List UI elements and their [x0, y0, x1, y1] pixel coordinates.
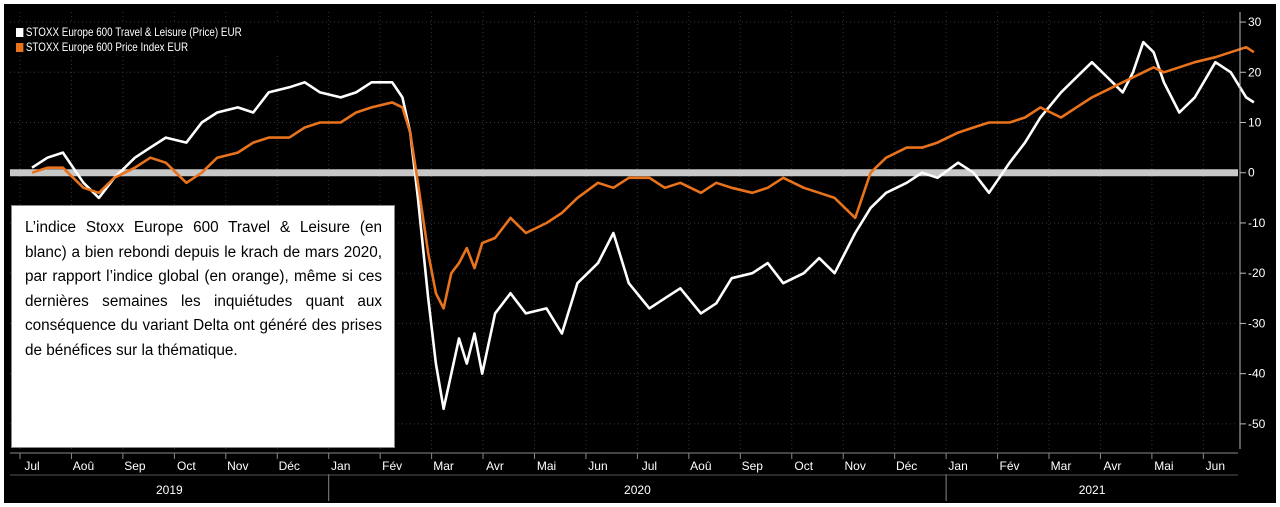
legend-label: STOXX Europe 600 Price Index EUR — [25, 40, 189, 54]
legend-swatch-orange — [16, 43, 24, 52]
y-tick-label: -40 — [1248, 367, 1266, 381]
year-label: 2020 — [624, 483, 651, 497]
y-tick-label: 20 — [1248, 65, 1262, 79]
x-tick-label: Sep — [124, 459, 146, 473]
x-tick-label: Jan — [331, 459, 350, 473]
x-tick-label: Fév — [1000, 459, 1020, 473]
y-tick-label: -20 — [1248, 266, 1266, 280]
y-tick-label: 10 — [1248, 116, 1262, 130]
x-tick-label: Mai — [1154, 459, 1173, 473]
legend-label: STOXX Europe 600 Travel & Leisure (Price… — [25, 25, 242, 39]
x-tick-label: Mai — [537, 459, 556, 473]
y-tick-label: -50 — [1248, 417, 1266, 431]
x-tick-label: Avr — [1104, 459, 1122, 473]
x-tick-label: Déc — [279, 459, 300, 473]
x-tick-label: Nov — [845, 459, 866, 473]
x-tick-label: Aoû — [73, 459, 94, 473]
x-tick-label: Jun — [588, 459, 607, 473]
year-label: 2019 — [156, 483, 183, 497]
x-tick-label: Mar — [1051, 459, 1072, 473]
series-line-travel-leisure — [31, 40, 1255, 411]
x-tick-label: Jan — [948, 459, 967, 473]
x-tick-label: Nov — [227, 459, 248, 473]
x-tick-label: Sep — [742, 459, 764, 473]
y-tick-label: -10 — [1248, 216, 1266, 230]
y-tick-label: -30 — [1248, 316, 1266, 330]
legend-item-travel-leisure: STOXX Europe 600 Travel & Leisure (Price… — [16, 25, 242, 40]
x-tick-label: Déc — [896, 459, 917, 473]
legend-item-stoxx600: STOXX Europe 600 Price Index EUR — [16, 40, 242, 55]
series-line-stoxx600 — [31, 45, 1255, 310]
x-tick-label: Aoû — [690, 459, 711, 473]
x-tick-label: Oct — [177, 459, 196, 473]
x-tick-label: Jun — [1206, 459, 1225, 473]
x-tick-label: Oct — [794, 459, 813, 473]
x-tick-label: Fév — [382, 459, 402, 473]
year-label: 2021 — [1079, 483, 1106, 497]
annotation-box: L’indice Stoxx Europe 600 Travel & Leisu… — [11, 205, 395, 448]
x-tick-label: Avr — [486, 459, 504, 473]
legend-swatch-white — [16, 28, 24, 37]
y-tick-label: 30 — [1248, 15, 1262, 29]
x-tick-label: Jul — [642, 459, 657, 473]
y-tick-label: 0 — [1248, 166, 1255, 180]
x-tick-label: Mar — [433, 459, 454, 473]
legend: STOXX Europe 600 Travel & Leisure (Price… — [12, 24, 296, 56]
x-tick-label: Jul — [24, 459, 39, 473]
